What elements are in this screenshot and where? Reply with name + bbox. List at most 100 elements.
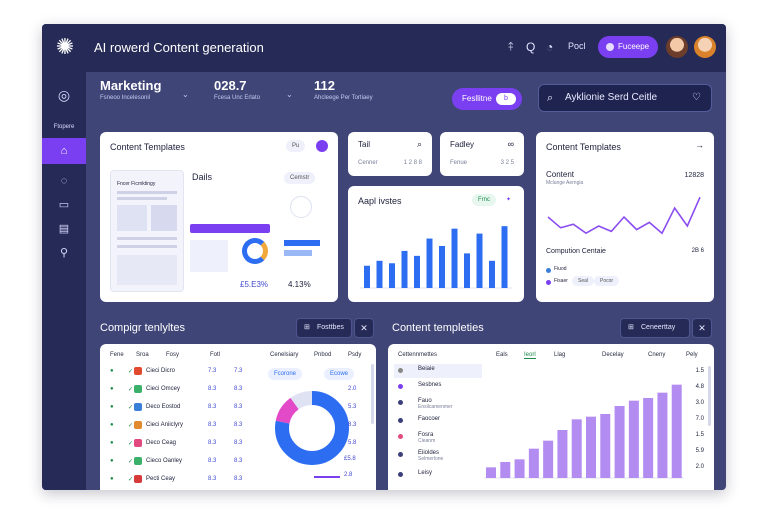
primary-action-label: Fuceepe (618, 42, 650, 51)
column-header[interactable]: Fosy (166, 352, 180, 358)
row-dot (398, 368, 403, 373)
table-row[interactable]: ● ✓ Deco Ceag 8.3 8.3 (106, 436, 368, 454)
scrollbar[interactable] (708, 366, 711, 426)
tail-card[interactable]: Tail ⌕ Cenner 1 2 8 8 (348, 132, 432, 176)
panel-button[interactable]: Cemstr (284, 172, 316, 184)
close-icon[interactable]: ✕ (354, 318, 374, 338)
status-badge[interactable]: Fcorone (268, 368, 303, 380)
column-header[interactable]: Decelay (602, 352, 624, 358)
list-item[interactable]: Beiaie (396, 364, 476, 378)
avatar-user-1[interactable] (666, 36, 688, 58)
row-sub: Cieanm (418, 438, 436, 444)
column-header[interactable]: Cneny (648, 352, 666, 358)
sidebar-item-home[interactable]: ⌂ (42, 138, 86, 164)
star-icon[interactable]: ✦ (506, 197, 512, 203)
feature-toggle-button[interactable]: Fesllitne b (452, 88, 522, 110)
column-header[interactable]: Pely (686, 352, 698, 358)
primary-action-button[interactable]: Fuceepe (598, 36, 658, 58)
progress-line (314, 476, 340, 478)
tab-active[interactable]: Ieorl (524, 352, 536, 359)
signature-icon (290, 196, 312, 218)
column-header[interactable]: Sroa (136, 352, 149, 358)
row-value: 8.3 (234, 476, 243, 482)
status-icon: ● (110, 368, 114, 374)
side-value: 3.0 (695, 400, 704, 406)
chart-tag[interactable]: Frnc (472, 194, 496, 206)
card-action-button[interactable]: Pu (286, 140, 306, 152)
logo-icon[interactable]: ✺ (55, 34, 75, 59)
toggle-knob[interactable]: b (496, 93, 516, 105)
column-header[interactable]: Psdy (348, 352, 362, 358)
card-toggle-icon[interactable] (316, 140, 328, 152)
text-line (117, 245, 177, 248)
text-line (117, 197, 167, 200)
status-icon: ● (110, 440, 114, 446)
chevron-down-icon[interactable]: ⌄ (182, 90, 189, 99)
column-header[interactable]: Cettennmettes (398, 352, 438, 358)
signal-icon[interactable]: ⤉ (508, 40, 514, 54)
sidebar-item-calendar[interactable]: ▤ (42, 216, 86, 242)
row-highlight (394, 364, 482, 378)
document-preview[interactable]: Fncer Ficrnktingy (110, 170, 184, 292)
top-link[interactable]: Pocl (568, 41, 586, 51)
heart-icon[interactable]: ♡ (692, 92, 701, 103)
arrow-right-icon[interactable]: → (695, 140, 704, 150)
column-header[interactable]: Llag (554, 352, 566, 358)
chevron-down-icon[interactable]: ⌄ (286, 90, 293, 99)
clock-icon[interactable]: ◔ (546, 40, 554, 54)
column-header[interactable]: Fene (110, 352, 124, 358)
row-dot (398, 452, 403, 457)
table-row[interactable]: ● ✓ Cieci Aniiclyry 8.3 8.3 (106, 418, 368, 436)
dashboard-logo-icon[interactable]: ◎ (57, 87, 71, 103)
list-item[interactable]: Eiioldes Selmerlone (396, 448, 476, 462)
table-row[interactable]: ● ✓ Cieco Oanley 8.3 8.3 (106, 454, 368, 472)
legend-dot (546, 268, 551, 273)
table-row[interactable]: ● ✓ Pecti Ceay 8.3 8.3 (106, 472, 368, 490)
bar-mark (657, 392, 668, 478)
search-icon[interactable]: Q (526, 40, 536, 54)
column-header[interactable]: Fotl (210, 352, 221, 358)
card-sub: Cenner (358, 160, 378, 166)
row-value: 7.3 (234, 368, 243, 374)
column-header[interactable]: Cenelsiary (270, 352, 299, 358)
list-item[interactable]: Fosra Cieanm (396, 430, 476, 444)
bar-mark (464, 253, 470, 288)
side-value: 8.3 (348, 422, 357, 428)
sidebar-item-chat[interactable]: ◌ (42, 168, 86, 194)
close-icon[interactable]: ✕ (692, 318, 712, 338)
bar-mark (571, 419, 582, 478)
sidebar-item-images[interactable]: ▭ (42, 192, 86, 218)
status-badge[interactable]: Ecowe (324, 368, 355, 380)
list-item[interactable]: Leisy (396, 468, 476, 482)
section-filter-button[interactable]: ⊞ Ceneerttay (620, 318, 690, 338)
list-item[interactable]: Sesbnes (396, 380, 476, 394)
row-value: 8.3 (208, 440, 217, 446)
list-item[interactable]: Fauo Ensilcamenmer (396, 396, 476, 410)
card-title: Content Templates (110, 142, 185, 152)
table-row[interactable]: ● ✓ Cieci Dicro 7.3 7.3 (106, 364, 368, 382)
card-title: Tail (358, 140, 371, 149)
section-filter-button[interactable]: ⊞ Fosttbes (296, 318, 352, 338)
avatar-user-2[interactable] (694, 36, 716, 58)
legend-chip[interactable]: Seal (572, 276, 595, 286)
scrollbar[interactable] (371, 364, 374, 424)
table-row[interactable]: ● ✓ Deco Eostod 8.3 8.3 (106, 400, 368, 418)
fadley-card[interactable]: Fadley ∞ Fenue 3 2 5 (440, 132, 524, 176)
side-value: 1.5 (695, 368, 704, 374)
row-value: 8.3 (208, 422, 217, 428)
row-value: 8.3 (208, 458, 217, 464)
row-icon (134, 457, 142, 465)
side-value: 4.8 (695, 384, 704, 390)
column-header[interactable]: Eals (496, 352, 508, 358)
legend-chip[interactable]: Pocor (594, 276, 620, 286)
column-header[interactable]: Pnbod (314, 352, 332, 358)
search-input[interactable]: ⌕ Ayklionie Serd Ceitle ♡ (538, 84, 712, 112)
link-icon[interactable]: ⌕ (416, 139, 422, 149)
link-icon[interactable]: ∞ (507, 139, 514, 149)
list-item[interactable]: Faocoer (396, 414, 476, 428)
side-value: 5.3 (348, 404, 357, 410)
sidebar-item-launch[interactable]: ⚲ (42, 240, 86, 266)
table-row[interactable]: ● ✓ Cieci Omcey 8.3 8.3 (106, 382, 368, 400)
row-sub: Selmerlone (418, 456, 444, 462)
check-icon: ✓ (128, 369, 134, 375)
